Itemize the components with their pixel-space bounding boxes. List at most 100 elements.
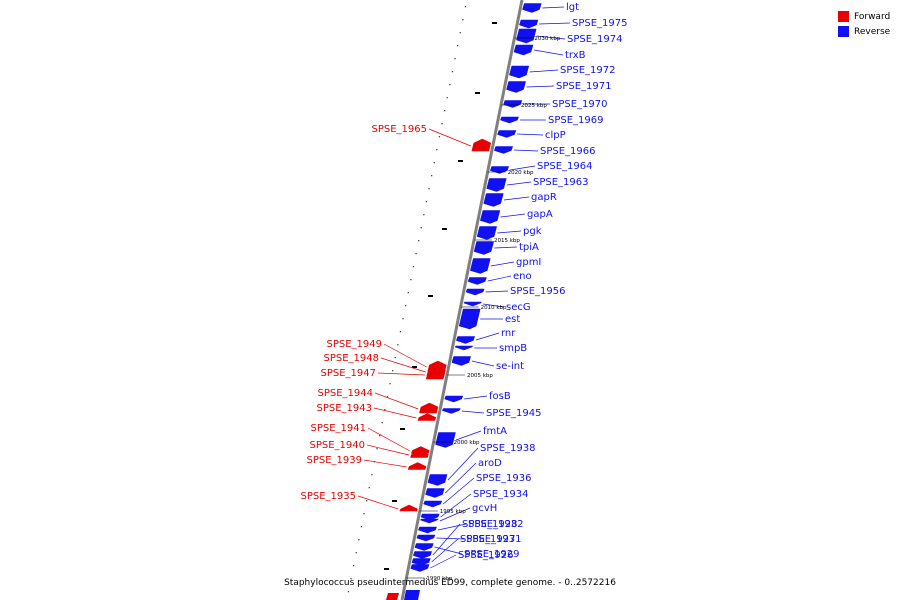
gene-label-SPSE_1965[interactable]: SPSE_1965 bbox=[372, 124, 471, 147]
gene-SPSE_1929[interactable] bbox=[414, 543, 434, 551]
gene-label-SPSE_1956[interactable]: SPSE_1956 bbox=[485, 286, 566, 297]
gene-SPSE_1972[interactable] bbox=[509, 65, 530, 79]
gene-label-SPSE_1932[interactable]: SPSE_1932 bbox=[437, 519, 524, 531]
gene-shape[interactable] bbox=[435, 432, 456, 448]
gene-fosB[interactable] bbox=[444, 395, 464, 403]
gene-SPSE_1932[interactable] bbox=[418, 526, 437, 534]
gene-clpP[interactable] bbox=[497, 130, 517, 138]
gene-SPSE_1963[interactable] bbox=[486, 178, 507, 192]
gene-shape[interactable] bbox=[473, 241, 495, 255]
gene-shape[interactable] bbox=[427, 474, 448, 486]
gene-label-se-int[interactable]: se-int bbox=[471, 360, 524, 372]
gene-SPSE_1971[interactable] bbox=[506, 81, 527, 93]
gene-label-SPSE_1949[interactable]: SPSE_1949 bbox=[327, 339, 427, 368]
gene-shape[interactable] bbox=[500, 116, 519, 124]
gene-shape[interactable] bbox=[419, 518, 439, 524]
gene-shape[interactable] bbox=[423, 500, 443, 508]
gene-SPSE_1935[interactable] bbox=[399, 504, 418, 512]
gene-label-trxB[interactable]: trxB bbox=[533, 49, 586, 61]
gene-shape[interactable] bbox=[412, 551, 433, 559]
gene-label-SPSE_1934[interactable]: SPSE_1934 bbox=[440, 489, 529, 518]
gene-SPSE_1934[interactable] bbox=[420, 513, 440, 521]
gene-shape[interactable] bbox=[503, 100, 523, 108]
gene-shape[interactable] bbox=[419, 402, 439, 414]
gene-label-tpiA[interactable]: tpiA bbox=[494, 242, 539, 253]
gene-shape[interactable] bbox=[410, 450, 429, 458]
gene-shape[interactable] bbox=[465, 288, 485, 296]
gene-label-SPSE_1970[interactable]: SPSE_1970 bbox=[523, 99, 608, 110]
gene-shape[interactable] bbox=[416, 534, 436, 542]
gene-label-SPSE_1935[interactable]: SPSE_1935 bbox=[301, 491, 399, 510]
gene-label-SPSE_1943[interactable]: SPSE_1943 bbox=[317, 403, 417, 419]
gene-SPSE_1926[interactable] bbox=[410, 564, 430, 572]
gene-SPSE_1938[interactable] bbox=[427, 474, 448, 486]
gene-shape[interactable] bbox=[506, 81, 527, 93]
gene-tpiA[interactable] bbox=[473, 241, 495, 255]
gene-trxB[interactable] bbox=[513, 44, 534, 56]
gene-label-clpP[interactable]: clpP bbox=[517, 130, 566, 141]
gene-label-SPSE_1940[interactable]: SPSE_1940 bbox=[310, 440, 410, 456]
gene-shape[interactable] bbox=[411, 558, 431, 566]
gene-shape[interactable] bbox=[414, 543, 434, 551]
gene-label-gpmI[interactable]: gpmI bbox=[490, 257, 542, 268]
gene-shape[interactable] bbox=[410, 564, 430, 572]
gene-SPSE_1966[interactable] bbox=[493, 146, 514, 154]
gene-shape[interactable] bbox=[513, 44, 534, 56]
gene-label-fmtA[interactable]: fmtA bbox=[455, 426, 507, 441]
gene-shape[interactable] bbox=[420, 513, 440, 521]
gene-shape[interactable] bbox=[467, 277, 487, 285]
gene-SPSE_1927[interactable] bbox=[411, 558, 431, 566]
gene-SPSE_1964[interactable] bbox=[489, 166, 510, 174]
gene-SPSE_1965[interactable] bbox=[471, 138, 492, 152]
gene-shape[interactable] bbox=[489, 166, 510, 174]
gene-label-SPSE_1928[interactable]: SPSE_1928 bbox=[432, 519, 518, 556]
gene-shape[interactable] bbox=[458, 308, 481, 330]
gene-label-rnr[interactable]: rnr bbox=[475, 328, 516, 341]
gene-pgk[interactable] bbox=[476, 226, 498, 240]
gene-label-smpB[interactable]: smpB bbox=[474, 343, 527, 354]
gene-label-SPSE_1944[interactable]: SPSE_1944 bbox=[318, 388, 419, 410]
gene-SPSE_1931[interactable] bbox=[416, 534, 436, 542]
gene-shape[interactable] bbox=[479, 210, 501, 224]
gene-shape[interactable] bbox=[471, 138, 492, 152]
gene-SPSE_1945[interactable] bbox=[441, 408, 461, 414]
gene-shape[interactable] bbox=[399, 504, 418, 512]
gene-SPSE_1947[interactable] bbox=[425, 368, 446, 380]
gene-shape[interactable] bbox=[493, 146, 514, 154]
gene-shape[interactable] bbox=[425, 368, 446, 380]
gene-est[interactable] bbox=[458, 308, 481, 330]
gene-SPSE_1939[interactable] bbox=[407, 462, 427, 470]
gene-gpmI[interactable] bbox=[469, 258, 491, 274]
gene-label-SPSE_1945[interactable]: SPSE_1945 bbox=[461, 408, 542, 419]
gene-SPSE_1969[interactable] bbox=[500, 116, 519, 124]
gene-shape[interactable] bbox=[516, 28, 537, 44]
gene-rnr[interactable] bbox=[455, 336, 476, 344]
gene-label-SPSE_1948[interactable]: SPSE_1948 bbox=[324, 353, 426, 373]
gene-label-est[interactable]: est bbox=[480, 314, 520, 325]
gene-SPSE_1943[interactable] bbox=[417, 413, 437, 421]
gene-label-SPSE_1947[interactable]: SPSE_1947 bbox=[321, 368, 426, 379]
gene-lgt[interactable] bbox=[522, 3, 542, 13]
gene-shape[interactable] bbox=[497, 130, 517, 138]
gene-aroD[interactable] bbox=[425, 488, 445, 498]
gene-shape[interactable] bbox=[425, 488, 445, 498]
gene-shape[interactable] bbox=[476, 226, 498, 240]
gene-shape[interactable] bbox=[407, 462, 427, 470]
gene-eno[interactable] bbox=[467, 277, 487, 285]
gene-SPSE_1936[interactable] bbox=[423, 500, 443, 508]
gene-label-gapA[interactable]: gapA bbox=[500, 209, 553, 220]
gene-shape[interactable] bbox=[441, 408, 461, 414]
gene-label-SPSE_1927[interactable]: SPSE_1927 bbox=[431, 534, 516, 563]
gene-shape[interactable] bbox=[522, 3, 542, 13]
gene-SPSE_1928[interactable] bbox=[412, 551, 433, 559]
gene-label-fosB[interactable]: fosB bbox=[464, 391, 511, 402]
gene-label-SPSE_1969[interactable]: SPSE_1969 bbox=[520, 115, 604, 126]
gene-fmtA[interactable] bbox=[435, 432, 456, 448]
gene-shape[interactable] bbox=[469, 258, 491, 274]
gene-shape[interactable] bbox=[519, 19, 539, 29]
gene-label-SPSE_1938[interactable]: SPSE_1938 bbox=[447, 443, 536, 481]
gene-label-SPSE_1971[interactable]: SPSE_1971 bbox=[526, 81, 612, 92]
gene-shape[interactable] bbox=[455, 336, 476, 344]
gene-SPSE_1974[interactable] bbox=[516, 28, 537, 44]
gene-shape[interactable] bbox=[509, 65, 530, 79]
